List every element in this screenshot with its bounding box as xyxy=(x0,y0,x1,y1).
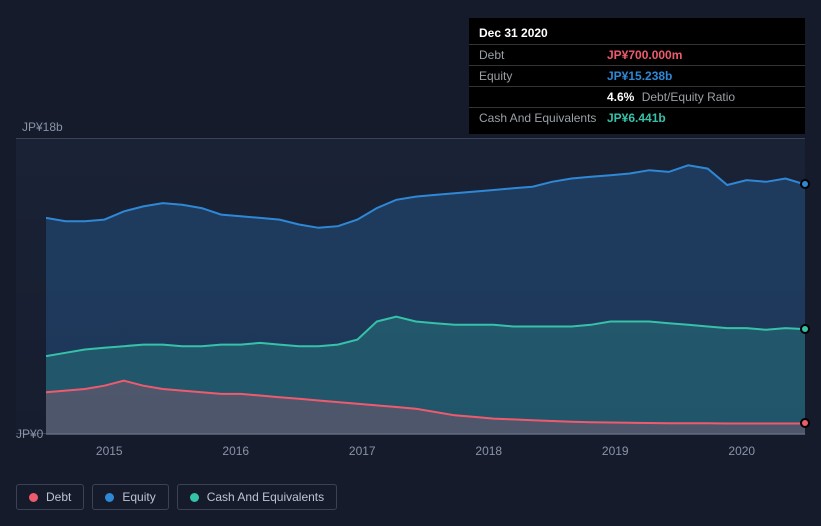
tooltip-label: Debt xyxy=(479,48,607,62)
tooltip-date: Dec 31 2020 xyxy=(469,24,805,45)
chart-svg xyxy=(46,139,805,435)
legend-dot xyxy=(190,493,199,502)
chart: JP¥18b JP¥0 2015 2016 2017 2018 2019 202… xyxy=(16,120,805,458)
legend-item-cash[interactable]: Cash And Equivalents xyxy=(177,484,337,510)
tooltip-row-ratio: 4.6% Debt/Equity Ratio xyxy=(469,87,805,108)
x-tick: 2020 xyxy=(679,444,806,458)
chart-legend: Debt Equity Cash And Equivalents xyxy=(16,484,337,510)
tooltip-row-debt: Debt JP¥700.000m xyxy=(469,45,805,66)
legend-item-debt[interactable]: Debt xyxy=(16,484,84,510)
series-end-dot xyxy=(800,179,810,189)
legend-label: Equity xyxy=(122,490,155,504)
x-tick: 2016 xyxy=(173,444,300,458)
x-tick: 2017 xyxy=(299,444,426,458)
plot-inner xyxy=(46,139,805,433)
y-axis-top-label: JP¥18b xyxy=(16,120,805,134)
tooltip-label: Equity xyxy=(479,69,607,83)
x-tick: 2019 xyxy=(552,444,679,458)
legend-dot xyxy=(105,493,114,502)
tooltip-row-equity: Equity JP¥15.238b xyxy=(469,66,805,87)
series-end-dot xyxy=(800,418,810,428)
legend-dot xyxy=(29,493,38,502)
tooltip-value: 4.6% Debt/Equity Ratio xyxy=(607,90,735,104)
tooltip-value: JP¥15.238b xyxy=(607,69,672,83)
chart-plot-area[interactable]: JP¥0 xyxy=(16,138,805,434)
y-axis-bottom-label: JP¥0 xyxy=(16,427,43,441)
legend-label: Cash And Equivalents xyxy=(207,490,324,504)
x-tick: 2015 xyxy=(46,444,173,458)
tooltip-value-extra: Debt/Equity Ratio xyxy=(642,90,735,104)
tooltip-value-main: 4.6% xyxy=(607,90,634,104)
tooltip-value: JP¥700.000m xyxy=(607,48,682,62)
legend-label: Debt xyxy=(46,490,71,504)
x-tick: 2018 xyxy=(426,444,553,458)
x-axis: 2015 2016 2017 2018 2019 2020 xyxy=(46,444,805,458)
chart-tooltip: Dec 31 2020 Debt JP¥700.000m Equity JP¥1… xyxy=(469,18,805,134)
tooltip-label xyxy=(479,90,607,104)
legend-item-equity[interactable]: Equity xyxy=(92,484,168,510)
series-end-dot xyxy=(800,324,810,334)
